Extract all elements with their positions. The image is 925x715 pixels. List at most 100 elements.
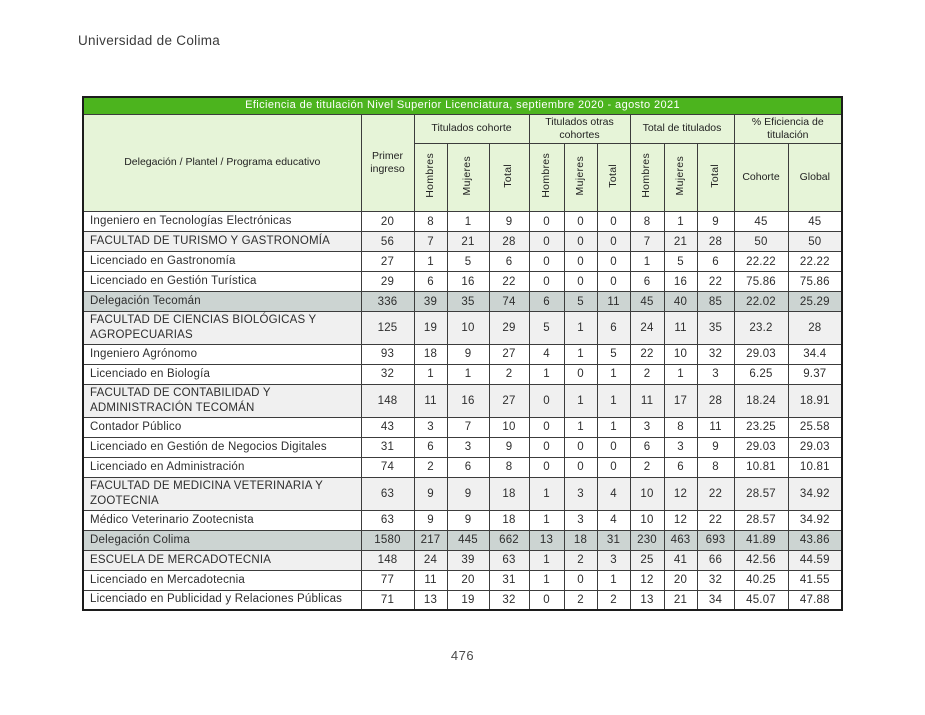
- row-label: FACULTAD DE CONTABILIDAD Y ADMINISTRACIÓ…: [82, 383, 362, 418]
- row-value: 11: [629, 383, 665, 418]
- row-value: 40.25: [733, 569, 789, 591]
- table-row: FACULTAD DE CIENCIAS BIOLÓGICAS Y AGROPE…: [82, 311, 843, 345]
- row-value: 32: [488, 589, 530, 611]
- column-header-name: Delegación / Plantel / Programa educativ…: [82, 113, 362, 213]
- row-value: 28.57: [733, 476, 789, 511]
- rotated-label: Mujeres: [673, 155, 686, 196]
- row-value: 0: [596, 251, 631, 272]
- row-value: 32: [360, 363, 415, 385]
- row-value: 85: [696, 291, 735, 312]
- row-label: Licenciado en Gestión de Negocios Digita…: [82, 436, 362, 458]
- row-value: 0: [528, 271, 565, 292]
- row-value: 7: [629, 231, 665, 252]
- row-value: 35: [446, 291, 490, 312]
- row-value: 3: [446, 436, 490, 458]
- row-value: 41: [663, 549, 698, 571]
- row-value: 9: [446, 476, 490, 511]
- row-value: 3: [696, 363, 735, 385]
- row-value: 1: [663, 363, 698, 385]
- row-value: 41.55: [787, 569, 843, 591]
- row-value: 13: [413, 589, 448, 611]
- table-title-row: Eficiencia de titulación Nivel Superior …: [82, 96, 843, 115]
- row-value: 29.03: [733, 343, 789, 365]
- row-value: 8: [663, 416, 698, 438]
- table-row: Ingeniero en Tecnologías Electrónicas 20 8…: [82, 211, 843, 232]
- row-value: 43: [360, 416, 415, 438]
- row-value: 5: [528, 311, 565, 345]
- row-value: 29: [360, 271, 415, 292]
- row-label: Ingeniero Agrónomo: [82, 343, 362, 365]
- row-label: Licenciado en Publicidad y Relaciones Pú…: [82, 589, 362, 611]
- row-value: 3: [563, 509, 598, 531]
- row-value: 662: [488, 529, 530, 551]
- row-value: 45: [733, 211, 789, 232]
- row-value: 75.86: [787, 271, 843, 292]
- row-value: 16: [663, 271, 698, 292]
- row-value: 0: [596, 436, 631, 458]
- row-value: 11: [663, 311, 698, 345]
- row-value: 28.57: [733, 509, 789, 531]
- subheader-otras-total: Total: [596, 143, 631, 212]
- row-value: 25.29: [787, 291, 843, 312]
- row-value: 28: [488, 231, 530, 252]
- row-value: 1580: [360, 529, 415, 551]
- row-value: 1: [596, 383, 631, 418]
- subheader-otras-hombres: Hombres: [528, 143, 565, 212]
- subheader-eficiencia-global: Global: [787, 143, 843, 212]
- row-label: Licenciado en Gestión Turística: [82, 271, 362, 292]
- titulacion-table: Eficiencia de titulación Nivel Superior …: [82, 96, 844, 612]
- column-header-primer-ingreso: Primer ingreso: [360, 113, 415, 213]
- row-value: 63: [360, 509, 415, 531]
- row-value: 2: [563, 589, 598, 611]
- row-value: 10: [629, 476, 665, 511]
- row-value: 32: [696, 569, 735, 591]
- row-value: 1: [596, 569, 631, 591]
- row-value: 41.89: [733, 529, 789, 551]
- row-label: Ingeniero en Tecnologías Electrónicas: [82, 211, 362, 232]
- row-value: 27: [488, 383, 530, 418]
- row-label: Delegación Tecomán: [82, 291, 362, 312]
- row-label: Licenciado en Gastronomía: [82, 251, 362, 272]
- row-value: 1: [629, 251, 665, 272]
- row-value: 22: [629, 343, 665, 365]
- row-value: 3: [629, 416, 665, 438]
- row-value: 12: [663, 509, 698, 531]
- row-value: 6: [413, 436, 448, 458]
- row-value: 29.03: [787, 436, 843, 458]
- row-value: 10: [663, 343, 698, 365]
- row-value: 20: [663, 569, 698, 591]
- row-label: Contador Público: [82, 416, 362, 438]
- row-value: 18: [413, 343, 448, 365]
- table-body: Ingeniero en Tecnologías Electrónicas 20 8…: [82, 211, 843, 611]
- row-value: 148: [360, 549, 415, 571]
- row-value: 23.25: [733, 416, 789, 438]
- table-row: Contador Público 43 3 7 10 0 1 1 3 8 11 23.25 25.58: [82, 416, 843, 438]
- row-value: 93: [360, 343, 415, 365]
- row-value: 9: [413, 509, 448, 531]
- row-value: 13: [528, 529, 565, 551]
- table-row: Ingeniero Agrónomo 93 18 9 27 4 1 5 22 10 32 29.03 3…: [82, 343, 843, 365]
- table-row: Licenciado en Biología 32 1 1 2 1 0 1 2 1 3 6.25 9.3…: [82, 363, 843, 385]
- subheader-cohorte-total: Total: [488, 143, 530, 212]
- row-value: 74: [488, 291, 530, 312]
- row-label: Delegación Colima: [82, 529, 362, 551]
- row-value: 7: [413, 231, 448, 252]
- table-sub-header-row: Hombres Mujeres Total Hombres Mujeres To…: [83, 143, 843, 212]
- row-value: 1: [563, 311, 598, 345]
- row-value: 10: [488, 416, 530, 438]
- group-header-eficiencia: % Eficiencia de titulación: [733, 113, 843, 145]
- row-value: 45: [787, 211, 843, 232]
- row-value: 1: [413, 363, 448, 385]
- row-value: 77: [360, 569, 415, 591]
- row-value: 11: [413, 569, 448, 591]
- group-header-total-titulados: Total de titulados: [629, 113, 735, 145]
- row-value: 10.81: [787, 456, 843, 478]
- row-value: 0: [563, 251, 598, 272]
- row-value: 10.81: [733, 456, 789, 478]
- row-value: 13: [629, 589, 665, 611]
- row-value: 6: [596, 311, 631, 345]
- row-value: 1: [663, 211, 698, 232]
- table-group-header-row: Delegación / Plantel / Programa educativ…: [82, 113, 843, 213]
- table-row: FACULTAD DE MEDICINA VETERINARIA Y ZOOTE…: [82, 476, 843, 511]
- row-value: 19: [413, 311, 448, 345]
